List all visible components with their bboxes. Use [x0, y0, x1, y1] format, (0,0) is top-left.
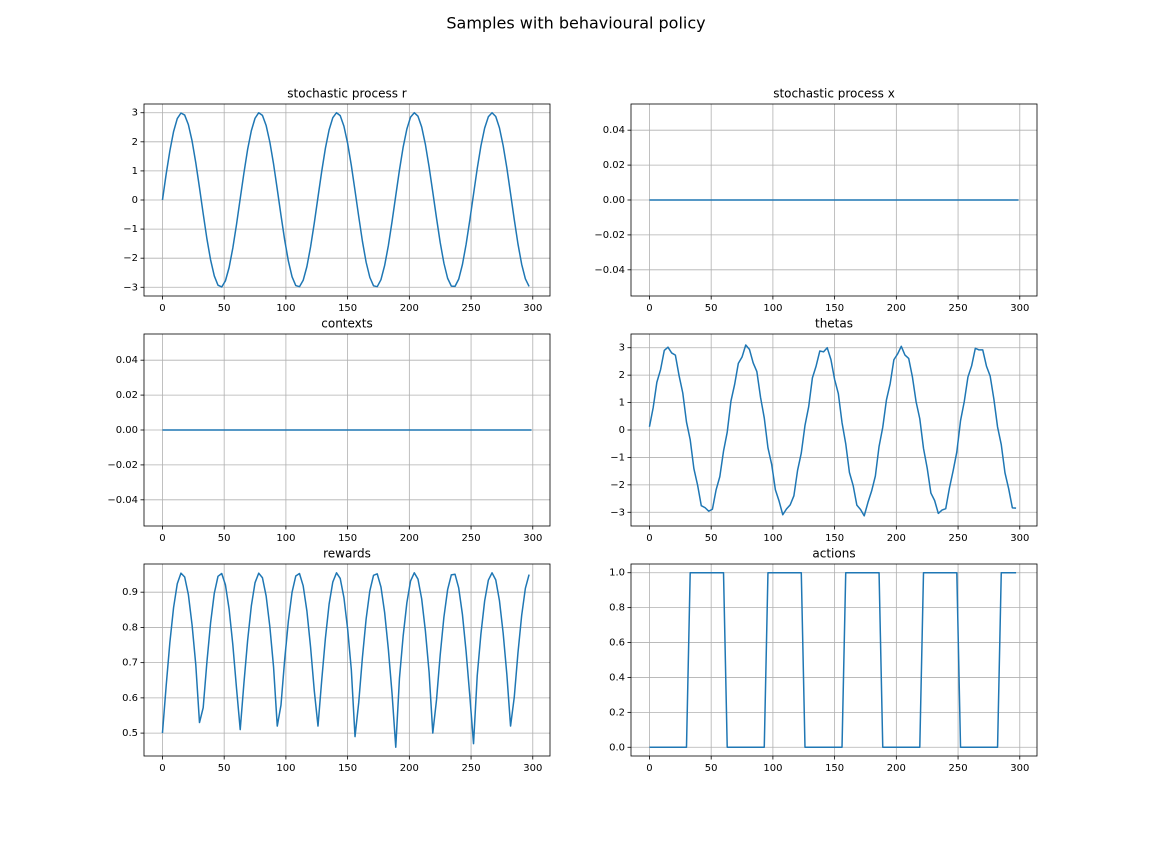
- x-tick-label: 50: [705, 533, 718, 544]
- x-tick-label: 200: [887, 763, 906, 774]
- data-line: [649, 571, 1017, 749]
- x-tick-label: 150: [825, 303, 844, 314]
- data-line: [161, 111, 530, 288]
- y-tick-label: 0.2: [609, 707, 625, 718]
- subplot-title: actions: [812, 547, 855, 561]
- y-tick-label: 0.04: [116, 355, 138, 366]
- x-tick-label: 50: [705, 763, 718, 774]
- data-line: [648, 344, 1017, 517]
- y-tick-label: 0.9: [122, 587, 138, 598]
- y-tick-label: 0.4: [609, 672, 625, 683]
- x-tick-label: 0: [646, 303, 652, 314]
- x-tick-label: 200: [887, 303, 906, 314]
- x-tick-label: 0: [159, 763, 165, 774]
- y-tick-label: 0.00: [116, 425, 138, 436]
- axes-frame: [143, 563, 551, 757]
- x-tick-label: 200: [887, 533, 906, 544]
- x-tick-label: 50: [218, 303, 231, 314]
- x-tick-label: 150: [338, 533, 357, 544]
- y-tick-label: 0.5: [122, 728, 138, 739]
- x-tick-label: 200: [400, 533, 419, 544]
- y-tick-label: −0.04: [594, 265, 625, 276]
- x-tick-label: 150: [338, 303, 357, 314]
- x-tick-label: 100: [276, 763, 295, 774]
- y-tick-label: 0.6: [609, 638, 625, 649]
- y-tick-label: 0.04: [603, 125, 625, 136]
- y-tick-label: −2: [123, 253, 138, 264]
- axes-frame: [143, 333, 551, 527]
- x-tick-label: 150: [825, 763, 844, 774]
- subplot-title: stochastic process x: [773, 87, 895, 101]
- x-tick-label: 250: [462, 763, 481, 774]
- x-tick-label: 50: [705, 303, 718, 314]
- y-tick-label: 3: [619, 343, 625, 354]
- x-tick-label: 250: [462, 303, 481, 314]
- x-tick-label: 50: [218, 763, 231, 774]
- x-tick-label: 250: [949, 763, 968, 774]
- axes-frame: [143, 103, 551, 297]
- subplot-title: rewards: [323, 547, 371, 561]
- x-tick-label: 50: [218, 533, 231, 544]
- x-tick-label: 300: [1010, 763, 1029, 774]
- y-tick-label: 0.00: [603, 195, 625, 206]
- x-tick-label: 0: [159, 303, 165, 314]
- x-tick-label: 200: [400, 763, 419, 774]
- x-tick-label: 100: [763, 763, 782, 774]
- y-tick-label: 1: [132, 166, 138, 177]
- y-tick-label: 0.02: [603, 160, 625, 171]
- figure-title: Samples with behavioural policy: [446, 14, 705, 33]
- y-tick-label: −3: [123, 282, 138, 293]
- y-tick-label: 0.0: [609, 742, 625, 753]
- y-tick-label: −0.02: [107, 460, 138, 471]
- x-tick-label: 300: [523, 533, 542, 544]
- y-tick-label: −1: [610, 452, 625, 463]
- y-tick-label: 0.8: [122, 622, 138, 633]
- y-tick-label: 2: [132, 137, 138, 148]
- x-tick-label: 300: [523, 763, 542, 774]
- y-tick-label: −2: [610, 480, 625, 491]
- y-tick-label: 0: [619, 425, 625, 436]
- y-tick-label: 0: [132, 195, 138, 206]
- x-tick-label: 250: [462, 533, 481, 544]
- y-tick-label: 1: [619, 398, 625, 409]
- x-tick-label: 300: [1010, 303, 1029, 314]
- y-tick-label: 3: [132, 108, 138, 119]
- axes-frame: [630, 563, 1038, 757]
- y-tick-label: 0.6: [122, 693, 138, 704]
- x-tick-label: 150: [338, 763, 357, 774]
- x-tick-label: 300: [1010, 533, 1029, 544]
- y-tick-label: 0.8: [609, 603, 625, 614]
- subplot-title: contexts: [321, 317, 372, 331]
- x-tick-label: 100: [276, 533, 295, 544]
- x-tick-label: 300: [523, 303, 542, 314]
- axes-frame: [630, 333, 1038, 527]
- x-tick-label: 0: [646, 533, 652, 544]
- y-tick-label: 0.7: [122, 658, 138, 669]
- y-tick-label: 0.02: [116, 390, 138, 401]
- y-tick-label: −0.02: [594, 230, 625, 241]
- axes-frame: [630, 103, 1038, 297]
- y-tick-label: −0.04: [107, 495, 138, 506]
- x-tick-label: 100: [276, 303, 295, 314]
- x-tick-label: 0: [646, 763, 652, 774]
- subplot-title: stochastic process r: [287, 87, 406, 101]
- x-tick-label: 0: [159, 533, 165, 544]
- y-tick-label: −1: [123, 224, 138, 235]
- y-tick-label: 2: [619, 370, 625, 381]
- data-line: [161, 572, 530, 748]
- x-tick-label: 250: [949, 303, 968, 314]
- x-tick-label: 250: [949, 533, 968, 544]
- y-tick-label: 1.0: [609, 568, 625, 579]
- subplot-title: thetas: [815, 317, 853, 331]
- x-tick-label: 200: [400, 303, 419, 314]
- y-tick-label: −3: [610, 507, 625, 518]
- x-tick-label: 150: [825, 533, 844, 544]
- x-tick-label: 100: [763, 303, 782, 314]
- x-tick-label: 100: [763, 533, 782, 544]
